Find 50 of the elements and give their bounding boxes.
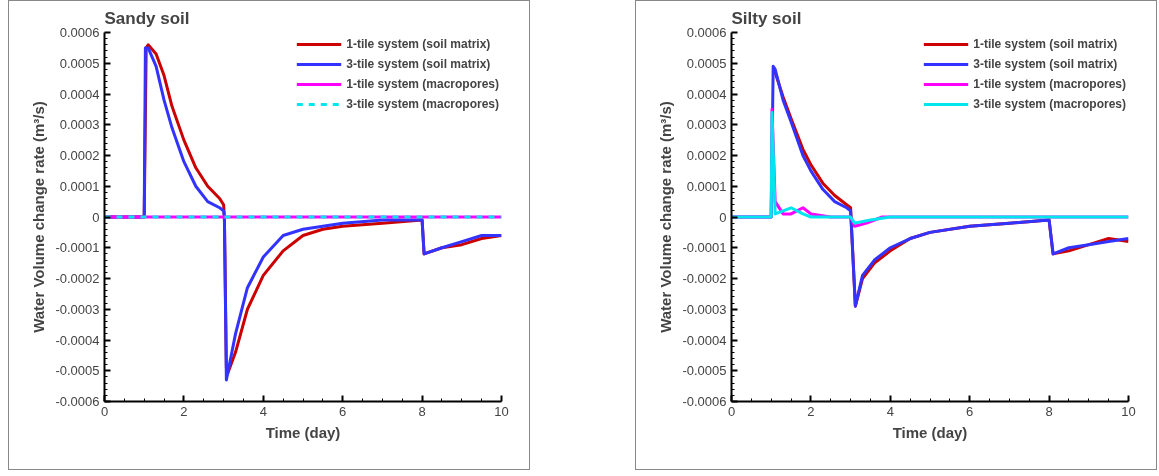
chart-title: Sandy soil [104,8,190,28]
y-tick-label: 0 [719,209,727,225]
y-tick-label: -0.0003 [55,301,100,317]
y-tick-label: 0.0002 [686,148,727,163]
y-tick-label: 0.0006 [59,25,100,40]
x-tick-label: 10 [494,403,509,419]
y-tick-label: -0.0006 [55,394,100,409]
y-tick-label: 0.0005 [59,55,100,71]
y-tick-label: -0.0005 [55,363,100,379]
y-axis-title: Water Volume change rate (m³/s) [30,101,48,333]
y-tick-label: -0.0002 [55,271,100,286]
y-tick-label: -0.0003 [682,301,727,317]
x-tick-label: 6 [339,403,347,419]
legend-label: 1-tile system (macropores) [973,77,1126,91]
x-tick-label: 4 [886,403,894,419]
y-tick-label: -0.0006 [682,394,727,409]
legend-label: 3-tile system (macropores) [973,97,1126,111]
y-tick-label: 0.0005 [686,55,727,71]
y-tick-label: 0.0004 [686,86,727,102]
x-tick-label: 6 [966,403,974,419]
y-tick-label: 0.0001 [686,178,727,194]
y-tick-label: 0.0002 [59,148,100,163]
y-tick-label: -0.0002 [682,271,727,286]
y-tick-label: 0.0001 [59,178,100,194]
x-tick-label: 8 [418,403,426,419]
y-tick-label: -0.0001 [55,240,100,256]
x-axis-title: Time (day) [892,423,968,441]
legend-label: 3-tile system (macropores) [346,97,499,111]
legend-label: 3-tile system (soil matrix) [973,57,1118,71]
legend-label: 3-tile system (soil matrix) [346,57,491,71]
y-tick-label: 0.0004 [59,86,100,102]
y-tick-label: -0.0001 [682,240,727,256]
chart-title: Silty soil [731,8,802,28]
y-tick-label: 0.0006 [686,25,727,40]
y-tick-label: 0.0003 [59,117,100,133]
x-tick-label: 8 [1045,403,1053,419]
y-tick-label: 0.0003 [686,117,727,133]
y-tick-label: -0.0005 [682,363,727,379]
x-tick-label: 2 [807,403,815,419]
x-axis-title: Time (day) [265,423,341,441]
legend-label: 1-tile system (soil matrix) [346,37,491,51]
legend-label: 1-tile system (macropores) [346,77,499,91]
x-tick-label: 10 [1121,403,1136,419]
x-tick-label: 4 [259,403,267,419]
y-tick-label: -0.0004 [55,332,100,348]
y-axis-title: Water Volume change rate (m³/s) [657,101,675,333]
x-tick-label: 2 [180,403,188,419]
legend-label: 1-tile system (soil matrix) [973,37,1118,51]
y-tick-label: -0.0004 [682,332,727,348]
y-tick-label: 0 [92,209,100,225]
